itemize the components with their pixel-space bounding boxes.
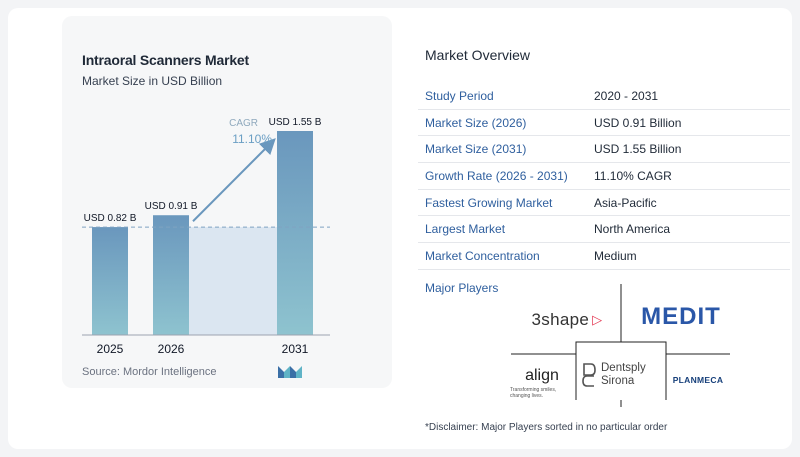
overview-value: Asia-Pacific — [594, 195, 657, 210]
major-players-title: Major Players — [425, 281, 499, 295]
logo-sirona-text: Sirona — [601, 375, 635, 387]
overview-row: Largest Market North America — [418, 216, 790, 244]
bar-2031 — [277, 131, 313, 335]
logo-align-text: align — [525, 367, 559, 384]
logo-dentsply-text: Dentsply — [601, 362, 646, 374]
cagr-label: CAGR — [229, 118, 258, 129]
overview-key: Largest Market — [425, 222, 506, 237]
overview-row: Market Size (2031) USD 1.55 Billion — [418, 136, 790, 164]
logo-align: align Transforming smiles, changing live… — [510, 366, 574, 400]
logo-3shape-text: 3shape — [531, 310, 590, 329]
bar-2025 — [92, 227, 128, 335]
cagr-value: 11.10% — [232, 132, 272, 146]
data-label-2031: USD 1.55 B — [269, 117, 322, 128]
mordor-logo-icon — [278, 366, 302, 378]
bar-2026 — [153, 215, 189, 335]
dentsply-mark-icon — [582, 363, 596, 387]
logo-planmeca: PLANMECA — [672, 375, 724, 385]
overview-value: USD 0.91 Billion — [594, 115, 682, 130]
logo-align-tagline: Transforming smiles, changing lives. — [510, 387, 557, 399]
chart-subtitle: Market Size in USD Billion — [82, 74, 223, 88]
logo-dentsply-sirona: Dentsply Sirona — [581, 358, 663, 392]
overview-value: North America — [594, 222, 671, 237]
x-tick-2026: 2026 — [158, 342, 185, 356]
overview-table: Study Period 2020 - 2031 Market Size (202… — [418, 83, 790, 270]
overview-value: Medium — [594, 248, 637, 263]
overview-value: 2020 - 2031 — [594, 88, 659, 103]
disclaimer: *Disclaimer: Major Players sorted in no … — [425, 422, 668, 433]
overview-key: Fastest Growing Market — [425, 195, 553, 210]
dentsply-words: Dentsply Sirona — [601, 362, 646, 388]
overview-value: 11.10% CAGR — [594, 168, 672, 183]
overview-key: Growth Rate (2026 - 2031) — [425, 168, 568, 183]
data-label-2025: USD 0.82 B — [84, 213, 137, 224]
logo-3shape: 3shape ▷ — [522, 307, 612, 333]
overview-key: Market Concentration — [425, 248, 540, 263]
overview-key: Market Size (2031) — [425, 142, 527, 157]
overview-row: Market Size (2026) USD 0.91 Billion — [418, 110, 790, 137]
data-label-2026: USD 0.91 B — [145, 201, 198, 212]
overview-value: USD 1.55 Billion — [594, 142, 682, 157]
overview-row: Growth Rate (2026 - 2031) 11.10% CAGR — [418, 163, 790, 190]
overview-row: Fastest Growing Market Asia-Pacific — [418, 190, 790, 217]
triangle-icon: ▷ — [592, 312, 603, 327]
logo-medit: MEDIT — [641, 303, 721, 330]
growth-region — [189, 227, 277, 335]
source-note: Source: Mordor Intelligence — [82, 366, 217, 378]
overview-key: Market Size (2026) — [425, 115, 527, 130]
overview-row: Study Period 2020 - 2031 — [418, 83, 790, 110]
x-tick-2031: 2031 — [282, 342, 309, 356]
chart-title: Intraoral Scanners Market — [82, 52, 249, 68]
x-tick-2025: 2025 — [97, 342, 124, 356]
overview-title: Market Overview — [425, 47, 531, 63]
overview-row: Market Concentration Medium — [418, 243, 790, 270]
cagr-arrow — [192, 138, 276, 222]
overview-key: Study Period — [425, 88, 494, 103]
